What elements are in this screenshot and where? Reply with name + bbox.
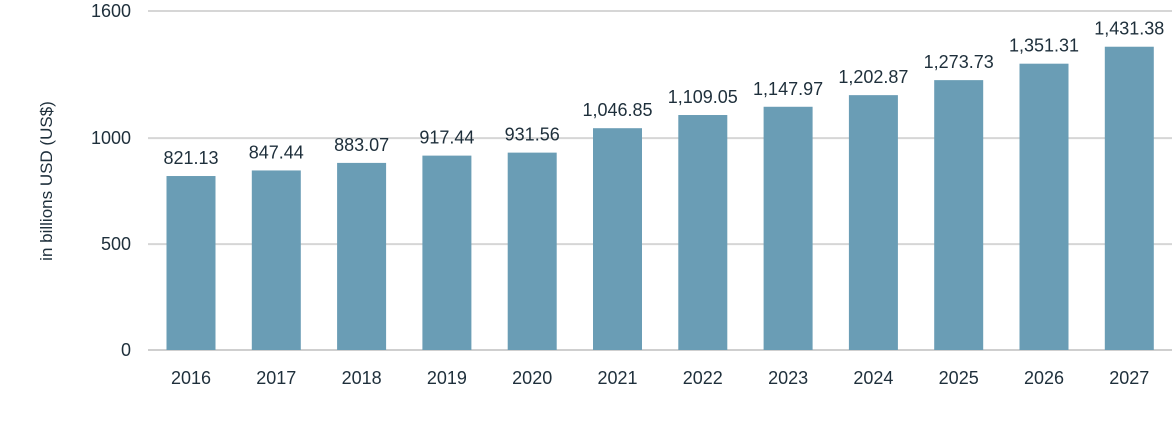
x-tick-label: 2021 xyxy=(597,368,637,388)
x-tick-label: 2016 xyxy=(171,368,211,388)
bar xyxy=(507,152,557,350)
x-tick-label: 2026 xyxy=(1024,368,1064,388)
x-tick-label: 2023 xyxy=(768,368,808,388)
x-tick-label: 2024 xyxy=(853,368,893,388)
bar-value-label: 1,273.73 xyxy=(924,52,994,72)
bar-value-label: 1,202.87 xyxy=(838,67,908,87)
bar xyxy=(763,106,813,350)
bar-value-label: 1,046.85 xyxy=(582,100,652,120)
bar xyxy=(848,95,898,350)
bar xyxy=(166,176,216,350)
y-tick-label: 0 xyxy=(121,340,131,360)
bar-value-label: 883.07 xyxy=(334,135,389,155)
bar-value-label: 1,147.97 xyxy=(753,79,823,99)
y-tick-label: 1000 xyxy=(91,128,131,148)
y-axis-ticks: 0 500 1000 1600 xyxy=(91,1,131,360)
bar xyxy=(1019,63,1069,350)
x-tick-label: 2027 xyxy=(1109,368,1149,388)
bar-value-label: 917.44 xyxy=(419,128,474,148)
bar xyxy=(337,162,387,350)
bar xyxy=(934,80,984,351)
bar-value-label: 1,351.31 xyxy=(1009,36,1079,56)
x-tick-label: 2020 xyxy=(512,368,552,388)
x-tick-label: 2025 xyxy=(939,368,979,388)
y-tick-label: 1600 xyxy=(91,1,131,21)
bar-value-label: 821.13 xyxy=(163,148,218,168)
data-labels: 821.13 847.44 883.07 917.44 931.56 1,046.85 1,… xyxy=(163,19,1164,168)
bar xyxy=(422,155,472,350)
bar xyxy=(678,115,728,350)
bar-value-label: 847.44 xyxy=(249,142,304,162)
x-tick-label: 2022 xyxy=(683,368,723,388)
bars xyxy=(166,46,1154,351)
x-tick-label: 2017 xyxy=(256,368,296,388)
x-axis-ticks: 2016 2017 2018 2019 2020 2021 2022 2023 2024 2025… xyxy=(171,368,1149,388)
bar xyxy=(593,128,642,350)
y-tick-label: 500 xyxy=(101,234,131,254)
x-tick-label: 2019 xyxy=(427,368,467,388)
bar xyxy=(251,170,301,350)
bar xyxy=(1104,46,1154,350)
bar-value-label: 931.56 xyxy=(505,125,560,145)
bar-value-label: 1,109.05 xyxy=(668,87,738,107)
y-axis-title: in billions USD (US$) xyxy=(37,101,56,261)
gridlines xyxy=(148,10,1172,351)
x-tick-label: 2018 xyxy=(342,368,382,388)
bar-value-label: 1,431.38 xyxy=(1094,19,1164,39)
